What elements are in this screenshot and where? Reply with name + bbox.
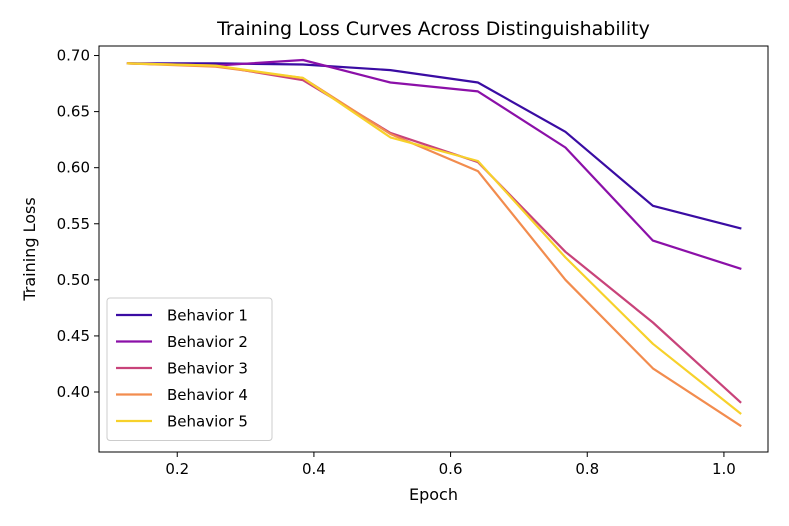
y-tick-label: 0.40 (57, 383, 90, 401)
x-tick-label: 1.0 (712, 460, 736, 478)
y-axis-label: Training Loss (20, 197, 39, 301)
y-tick-label: 0.60 (57, 159, 90, 177)
series-lines (126, 58, 742, 428)
legend: Behavior 1 Behavior 2 Behavior 3 Behavior 4… (106, 297, 273, 441)
plot-frame (98, 45, 769, 453)
legend-label: Behavior 1 (167, 307, 248, 325)
y-tick-label: 0.70 (57, 47, 90, 65)
legend-label: Behavior 5 (167, 413, 248, 431)
y-tick-label: 0.65 (57, 103, 90, 121)
x-tick-label: 0.2 (165, 460, 189, 478)
x-tick-label: 0.4 (302, 460, 326, 478)
legend-label: Behavior 3 (167, 360, 248, 378)
series-line-behavior-1 (126, 62, 742, 230)
legend-label: Behavior 4 (167, 386, 248, 404)
y-tick-label: 0.50 (57, 271, 90, 289)
x-axis: 0.2 0.4 0.6 0.8 1.0 (165, 452, 736, 478)
x-tick-label: 0.8 (575, 460, 599, 478)
series-line-behavior-5 (126, 62, 742, 415)
series-line-behavior-2 (126, 58, 742, 270)
y-tick-label: 0.55 (57, 215, 90, 233)
x-tick-label: 0.6 (439, 460, 463, 478)
legend-box (106, 297, 273, 441)
y-axis: 0.40 0.45 0.50 0.55 0.60 0.65 0.70 (57, 47, 99, 401)
chart-title: Training Loss Curves Across Distinguisha… (216, 18, 650, 40)
y-tick-label: 0.45 (57, 327, 90, 345)
legend-label: Behavior 2 (167, 333, 248, 351)
x-axis-label: Epoch (409, 485, 458, 504)
